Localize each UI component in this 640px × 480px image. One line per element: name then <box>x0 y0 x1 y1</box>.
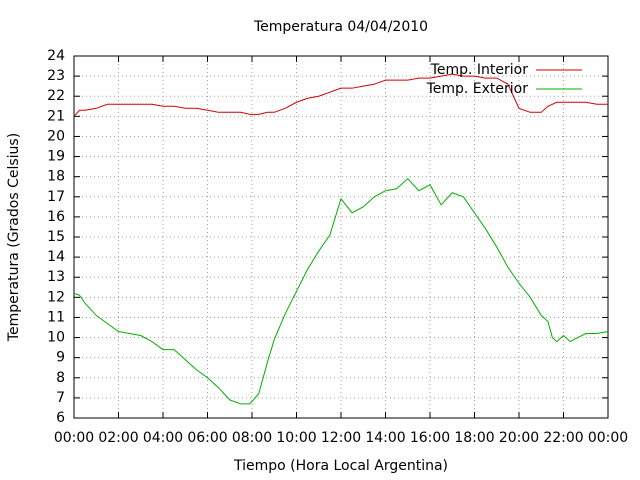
y-tick-label: 12 <box>47 289 65 305</box>
x-tick-label: 06:00 <box>187 430 227 446</box>
y-tick-label: 16 <box>47 209 65 225</box>
y-tick-label: 14 <box>47 249 65 265</box>
y-axis-label: Temperatura (Grados Celsius) <box>6 133 22 342</box>
y-tick-label: 10 <box>47 330 65 346</box>
x-tick-label: 18:00 <box>454 430 494 446</box>
legend-label: Temp. Exterior <box>426 81 529 97</box>
series-line <box>73 73 608 117</box>
x-tick-label: 22:00 <box>543 430 583 446</box>
x-tick-label: 12:00 <box>321 430 361 446</box>
x-tick-label: 00:00 <box>588 430 628 446</box>
y-tick-label: 6 <box>56 410 65 426</box>
x-tick-label: 08:00 <box>232 430 272 446</box>
y-tick-label: 23 <box>47 68 65 84</box>
x-tick-label: 02:00 <box>98 430 138 446</box>
x-tick-label: 20:00 <box>499 430 539 446</box>
x-tick-label: 16:00 <box>410 430 450 446</box>
series-line <box>73 177 609 405</box>
y-tick-label: 15 <box>47 229 65 245</box>
x-tick-label: 00:00 <box>54 430 94 446</box>
y-tick-label: 19 <box>47 149 65 165</box>
y-tick-label: 22 <box>47 88 65 104</box>
x-tick-label: 04:00 <box>143 430 183 446</box>
x-tick-label: 10:00 <box>276 430 316 446</box>
y-tick-label: 13 <box>47 269 65 285</box>
x-tick-label: 14:00 <box>365 430 405 446</box>
legend-label: Temp. Interior <box>430 62 529 78</box>
y-tick-label: 20 <box>47 128 65 144</box>
chart-title: Temperatura 04/04/2010 <box>253 19 428 35</box>
y-tick-label: 7 <box>56 390 65 406</box>
y-tick-label: 21 <box>47 108 65 124</box>
plot-frame <box>73 55 609 419</box>
y-tick-label: 18 <box>47 169 65 185</box>
y-tick-label: 17 <box>47 189 65 205</box>
x-axis-label: Tiempo (Hora Local Argentina) <box>233 458 448 474</box>
y-tick-label: 9 <box>56 350 65 366</box>
y-tick-label: 24 <box>47 48 65 64</box>
y-tick-label: 11 <box>47 309 65 325</box>
y-tick-label: 8 <box>56 370 65 386</box>
